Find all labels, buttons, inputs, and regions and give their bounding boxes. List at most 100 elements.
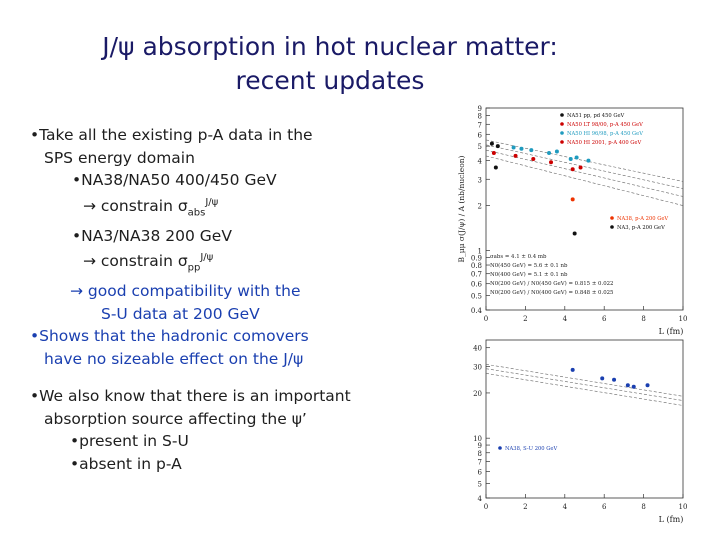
fit-parameter-text: N0(450 GeV) = 5.6 ± 0.1 nb xyxy=(490,262,568,269)
bullet-text: absorption source affecting the ψ’ xyxy=(44,409,307,428)
x-tick-label: 4 xyxy=(563,503,568,511)
data-point xyxy=(645,383,650,388)
slide-title: J/ψ absorption in hot nuclear matter: re… xyxy=(60,30,600,98)
y-tick-label: 10 xyxy=(473,435,482,443)
y-tick-label: 40 xyxy=(473,345,482,353)
legend-label: NA3, p-A 200 GeV xyxy=(617,225,665,231)
x-tick-label: 0 xyxy=(484,315,488,323)
fit-line xyxy=(485,139,684,182)
x-tick-label: 6 xyxy=(602,503,607,511)
y-tick-label: 8 xyxy=(478,450,482,458)
y-tick-label: 4 xyxy=(478,495,483,503)
legend-label: NA50 HI 2001, p-A 400 GeV xyxy=(567,140,641,146)
x-axis-label: L (fm) xyxy=(659,327,684,336)
fit-line xyxy=(485,144,684,189)
y-tick-label: 8 xyxy=(478,113,482,121)
fit-parameter-text: N0(200 GeV) / N0(450 GeV) = 0.815 ± 0.02… xyxy=(490,280,614,287)
data-point xyxy=(570,167,575,172)
bullet-text: •present in S-U xyxy=(70,432,189,451)
bullet-text: → good compatibility with the xyxy=(70,282,301,301)
x-tick-label: 8 xyxy=(641,315,645,323)
y-tick-label: 6 xyxy=(478,131,483,139)
data-point xyxy=(600,376,605,381)
data-point xyxy=(549,160,554,165)
y-tick-label: 5 xyxy=(478,480,482,488)
legend-label: NA50 LT 98/00, p-A 450 GeV xyxy=(567,122,643,128)
fit-line xyxy=(485,368,684,401)
x-tick-label: 2 xyxy=(523,315,527,323)
fit-line xyxy=(485,149,684,197)
bullet-text: SPS energy domain xyxy=(44,148,195,167)
y-tick-label: 9 xyxy=(478,442,482,450)
legend-label: NA38, p-A 200 GeV xyxy=(617,216,668,222)
data-point xyxy=(491,150,496,155)
bullet-text: have no sizeable effect on the J/ψ xyxy=(44,349,304,368)
superscript: J/ψ xyxy=(200,252,214,264)
y-tick-label: 0.7 xyxy=(471,271,482,279)
bullet-text: •Shows that the hadronic comovers xyxy=(30,327,309,346)
y-tick-label: 5 xyxy=(478,143,482,151)
legend-label: NA38, S-U 200 GeV xyxy=(505,446,557,452)
legend-marker xyxy=(560,140,564,144)
data-point xyxy=(511,145,516,150)
data-point xyxy=(568,157,573,162)
data-point xyxy=(625,383,630,388)
y-tick-label: 20 xyxy=(473,390,482,398)
bullet-text: •Take all the existing p-A data in the xyxy=(30,126,313,144)
x-tick-label: 4 xyxy=(563,315,568,323)
y-tick-label: 30 xyxy=(473,363,482,371)
x-tick-label: 8 xyxy=(641,503,645,511)
fit-parameter-text: N0(200 GeV) / N0(400 GeV) = 0.848 ± 0.02… xyxy=(490,289,614,296)
bullet-text: •NA3/NA38 200 GeV xyxy=(72,226,232,245)
y-tick-label: 7 xyxy=(478,458,482,466)
bullet-text: •absent in p-A xyxy=(70,454,182,473)
arrow-text: → constrain σ xyxy=(83,196,188,215)
data-point xyxy=(554,149,559,154)
x-tick-label: 6 xyxy=(602,315,607,323)
legend-label: NA50 HI 96/98, p-A 450 GeV xyxy=(567,131,643,137)
data-point xyxy=(495,144,500,149)
x-tick-label: 0 xyxy=(484,503,488,511)
y-tick-label: 9 xyxy=(478,105,482,113)
plot-frame xyxy=(485,339,684,499)
data-point xyxy=(529,148,534,153)
data-point xyxy=(513,153,518,158)
x-tick-label: 10 xyxy=(679,503,688,511)
plot-frame xyxy=(485,107,684,311)
x-tick-label: 10 xyxy=(679,315,688,323)
data-point xyxy=(586,158,591,163)
legend-label: NA51 pp, pd 450 GeV xyxy=(567,113,625,119)
x-axis-label: L (fm) xyxy=(659,515,684,524)
data-point xyxy=(572,231,577,236)
y-tick-label: 0.9 xyxy=(471,254,482,262)
fit-line xyxy=(485,373,684,406)
subscript: abs xyxy=(187,207,206,219)
y-tick-label: 7 xyxy=(478,121,482,129)
legend-marker xyxy=(610,216,614,220)
bullet-list-secondary: •We also know that there is an important… xyxy=(30,385,450,475)
data-point xyxy=(612,377,617,382)
bullet-text: S-U data at 200 GeV xyxy=(101,304,260,323)
fit-parameter-text: N0(400 GeV) = 5.1 ± 0.1 nb xyxy=(490,271,568,278)
fit-parameter-text: σabs = 4.1 ± 0.4 mb xyxy=(490,254,547,260)
subscript: pp xyxy=(187,262,201,274)
legend-marker xyxy=(560,131,564,135)
data-point xyxy=(574,155,579,160)
arrow-text: → constrain σ xyxy=(83,252,188,271)
legend-marker xyxy=(498,446,502,450)
data-point xyxy=(631,384,636,389)
y-tick-label: 1 xyxy=(478,248,482,256)
legend-marker xyxy=(560,122,564,126)
fit-line xyxy=(485,155,684,206)
title-line-2: recent updates xyxy=(235,66,425,95)
data-point xyxy=(547,150,552,155)
title-line-1: J/ψ absorption in hot nuclear matter: xyxy=(102,32,558,61)
data-point xyxy=(570,367,575,372)
y-tick-label: 0.5 xyxy=(471,293,482,301)
superscript: J/ψ xyxy=(205,196,219,208)
data-point xyxy=(578,165,583,170)
bullet-text: •We also know that there is an important xyxy=(30,387,351,405)
